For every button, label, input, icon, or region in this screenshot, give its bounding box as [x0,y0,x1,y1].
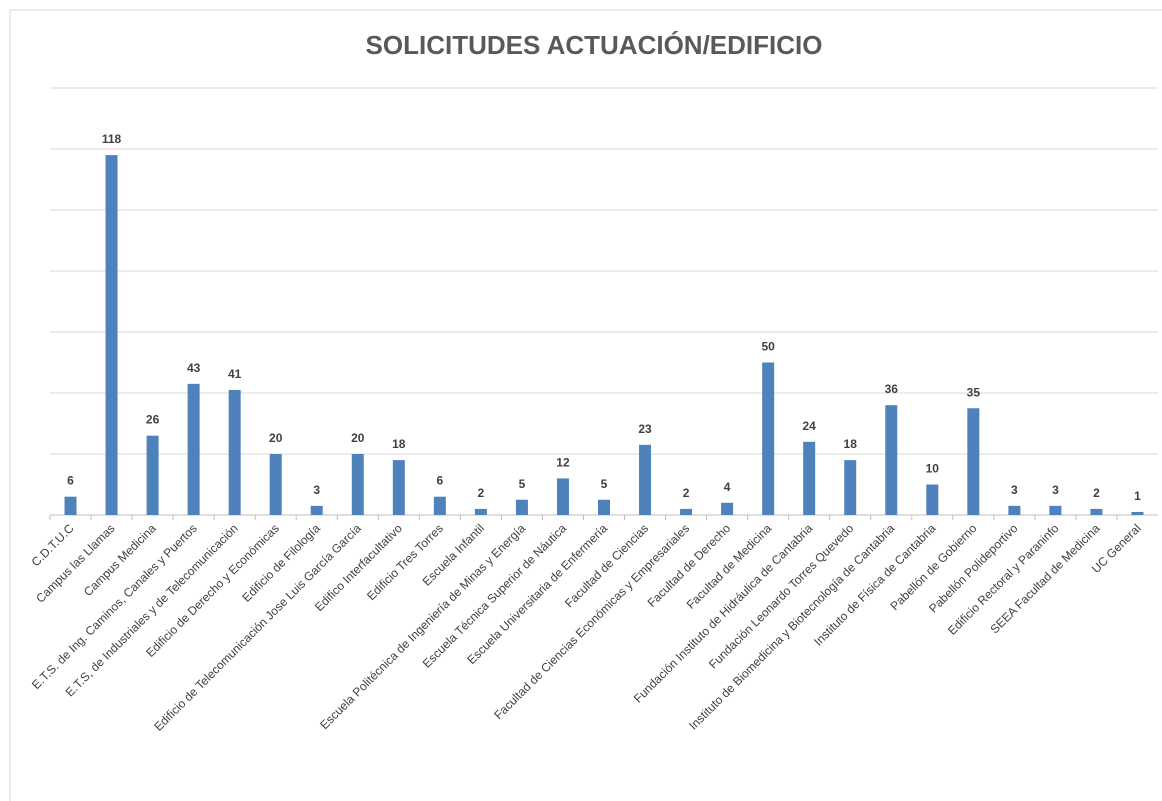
data-label: 1 [1134,489,1141,503]
chart-title: SOLICITUDES ACTUACIÓN/EDIFICIO [366,30,823,60]
data-label: 23 [638,422,652,436]
bar [1090,508,1103,515]
bar [803,441,816,515]
data-label: 20 [351,431,365,445]
data-label: 118 [102,132,122,146]
data-label: 26 [146,413,160,427]
bar [269,454,282,515]
bar [64,496,77,515]
bar [392,460,405,515]
data-label: 5 [519,477,526,491]
bar [1131,511,1144,515]
data-label: 3 [313,483,320,497]
data-label: 3 [1011,483,1018,497]
bar [926,484,939,515]
bar [639,444,652,515]
bar [721,502,734,515]
data-label: 5 [601,477,608,491]
data-label: 43 [187,361,201,375]
data-label: 35 [967,385,981,399]
bar [844,460,857,515]
data-label: 18 [844,437,858,451]
data-label: 18 [392,437,406,451]
bar [885,405,898,515]
data-label: 20 [269,431,283,445]
bar [105,155,118,515]
bar [967,408,980,515]
data-label: 3 [1052,483,1059,497]
bar [228,389,241,515]
data-label: 4 [724,480,731,494]
bar [1008,505,1021,515]
data-label: 6 [437,474,444,488]
bar [433,496,446,515]
bar [762,362,775,515]
chart-frame [9,9,1162,801]
bar [1049,505,1062,515]
bar [146,435,159,515]
bar [680,508,693,515]
bar [556,478,569,515]
data-label: 50 [761,340,775,354]
data-label: 2 [478,486,485,500]
bar [598,499,610,515]
bar [187,383,200,515]
bar [351,454,364,515]
bar [515,499,528,515]
data-label: 24 [803,419,817,433]
data-label: 41 [228,367,242,381]
data-label: 12 [556,455,570,469]
data-label: 2 [1093,486,1100,500]
bar [310,505,323,515]
data-label: 10 [926,462,940,476]
bar [474,508,487,515]
data-label: 2 [683,486,690,500]
data-label: 6 [67,474,74,488]
data-label: 36 [885,382,899,396]
